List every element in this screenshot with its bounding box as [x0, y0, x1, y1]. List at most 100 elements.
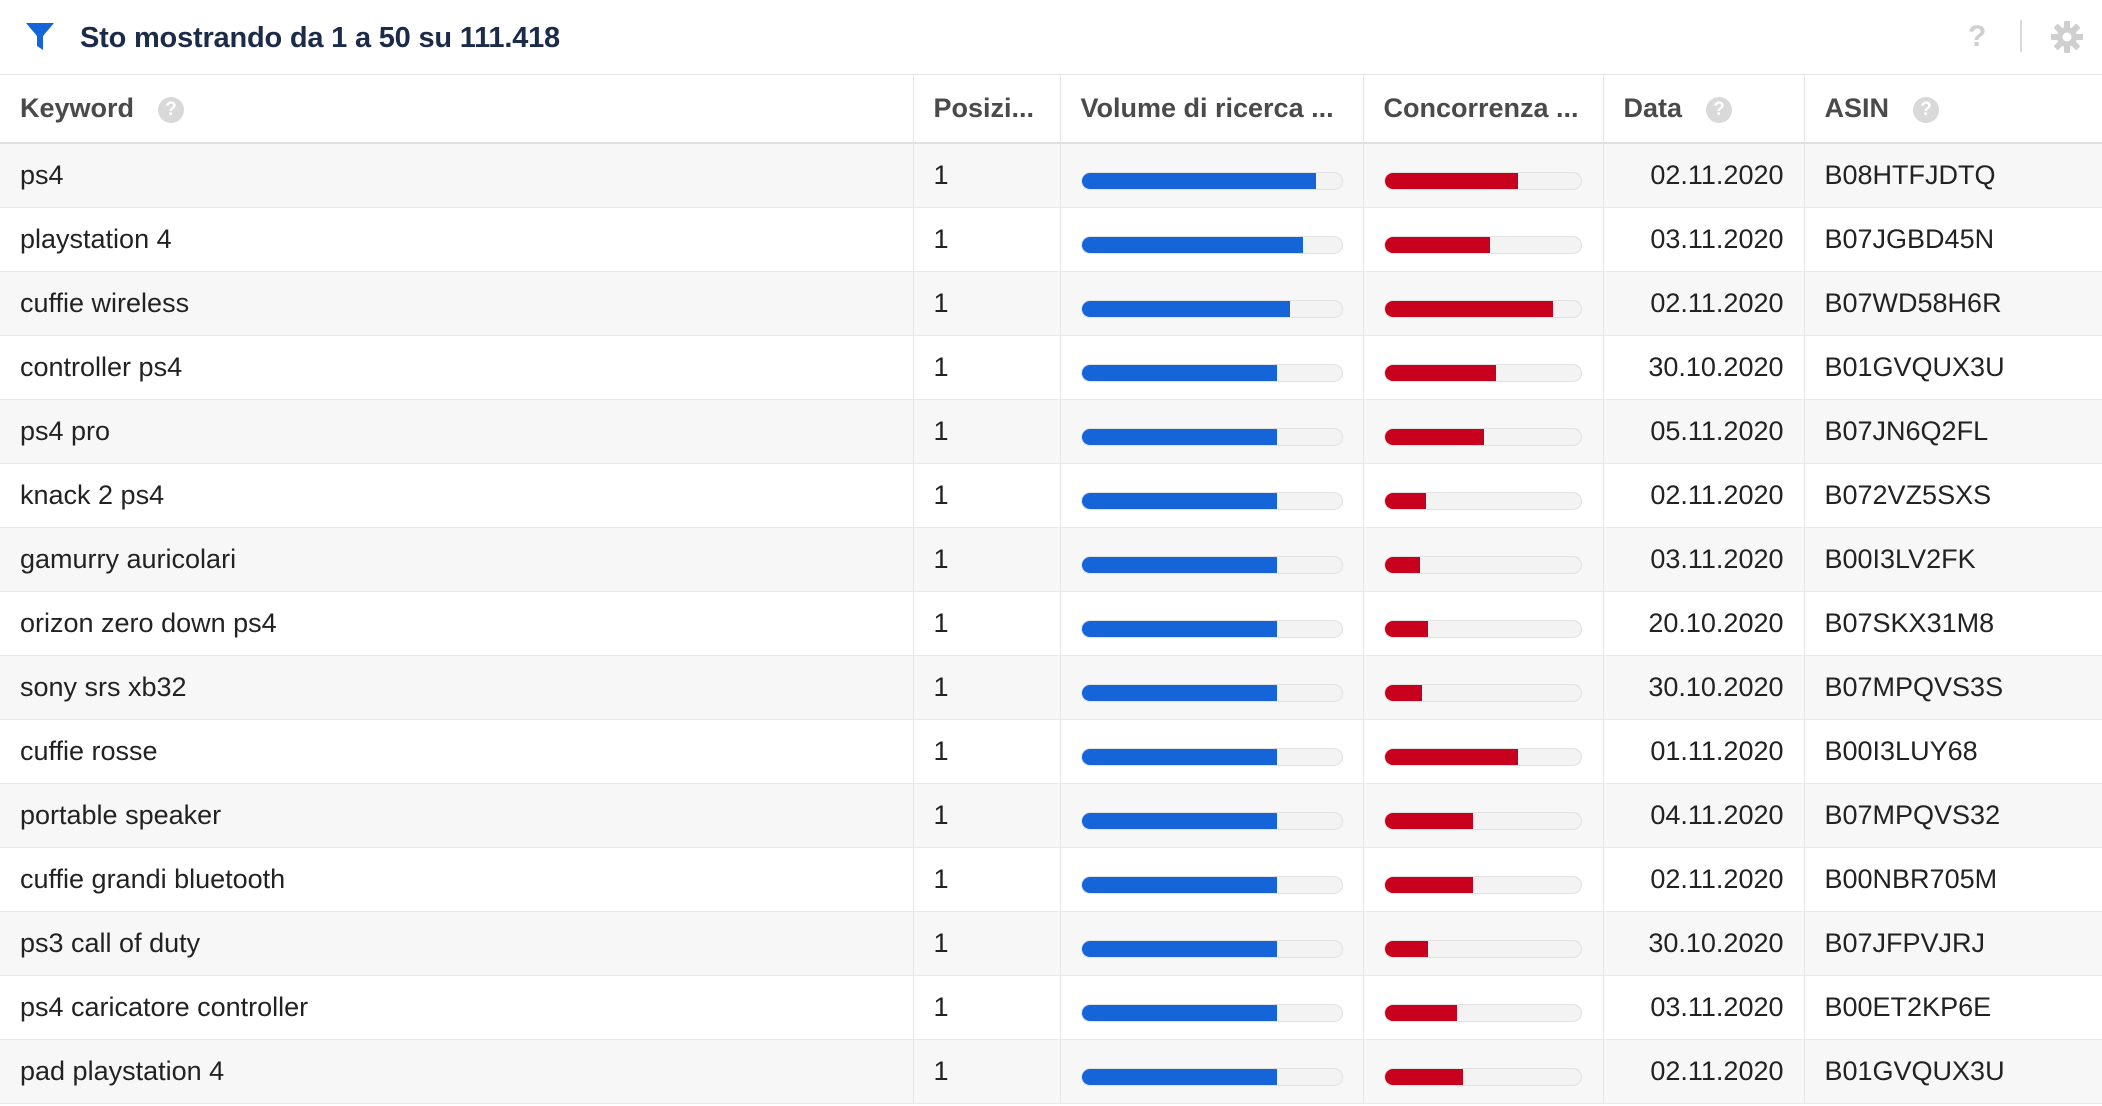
competition-bar: [1383, 427, 1582, 446]
table-row[interactable]: ps3 call of duty 1 30.10.2020 B07JFPVJRJ: [0, 911, 2102, 976]
column-header-keyword[interactable]: Keyword?: [0, 75, 914, 144]
help-icon[interactable]: ?: [1913, 96, 1940, 123]
competition-bar: [1383, 747, 1582, 766]
gear-icon[interactable]: [2050, 20, 2084, 54]
search-volume-bar: [1080, 427, 1343, 446]
asin-cell[interactable]: B07JN6Q2FL: [1804, 399, 2102, 464]
table-row[interactable]: pad playstation 4 1 02.11.2020 B01GVQUX3U: [0, 1039, 2102, 1104]
keyword-cell[interactable]: ps4: [0, 143, 914, 208]
filter-icon[interactable]: [24, 20, 56, 54]
table-row[interactable]: ps4 1 02.11.2020 B08HTFJDTQ: [0, 143, 2102, 208]
competition-bar: [1383, 939, 1582, 958]
table-row[interactable]: sony srs xb32 1 30.10.2020 B07MPQVS3S: [0, 655, 2102, 720]
search-volume-bar: [1080, 811, 1343, 830]
keyword-cell[interactable]: cuffie grandi bluetooth: [0, 847, 914, 912]
competition-cell: [1363, 1039, 1604, 1104]
keyword-cell[interactable]: gamurry auricolari: [0, 527, 914, 592]
asin-cell[interactable]: B072VZ5SXS: [1804, 463, 2102, 528]
table-row[interactable]: orizon zero down ps4 1 20.10.2020 B07SKX31M…: [0, 591, 2102, 656]
asin-cell[interactable]: B07JGBD45N: [1804, 207, 2102, 272]
table-row[interactable]: knack 2 ps4 1 02.11.2020 B072VZ5SXS: [0, 463, 2102, 528]
keyword-cell[interactable]: playstation 4: [0, 207, 914, 272]
table-row[interactable]: cuffie wireless 1 02.11.2020 B07WD58H6R: [0, 271, 2102, 336]
table-row[interactable]: portable speaker 1 04.11.2020 B07MPQVS32: [0, 783, 2102, 848]
table-row[interactable]: gamurry auricolari 1 03.11.2020 B00I3LV2FK: [0, 527, 2102, 592]
search-volume-bar-fill: [1081, 492, 1277, 509]
table-row[interactable]: cuffie rosse 1 01.11.2020 B00I3LUY68: [0, 719, 2102, 784]
help-icon[interactable]: ?: [158, 96, 185, 123]
competition-bar: [1383, 235, 1582, 254]
table-row[interactable]: controller ps4 1 30.10.2020 B01GVQUX3U: [0, 335, 2102, 400]
search-volume-bar: [1080, 299, 1343, 318]
keyword-cell[interactable]: ps4 pro: [0, 399, 914, 464]
column-header-date[interactable]: Data?: [1603, 75, 1805, 144]
competition-cell: [1363, 847, 1604, 912]
competition-bar: [1383, 555, 1582, 574]
table-row[interactable]: cuffie grandi bluetooth 1 02.11.2020 B00NBR…: [0, 847, 2102, 912]
position-cell: 1: [913, 591, 1061, 656]
keyword-cell[interactable]: cuffie rosse: [0, 719, 914, 784]
keyword-cell[interactable]: orizon zero down ps4: [0, 591, 914, 656]
competition-bar: [1383, 875, 1582, 894]
column-header-competition[interactable]: Concorrenza ...: [1363, 75, 1604, 144]
date-cell: 03.11.2020: [1603, 975, 1805, 1040]
asin-cell[interactable]: B00I3LV2FK: [1804, 527, 2102, 592]
keyword-cell[interactable]: cuffie wireless: [0, 271, 914, 336]
asin-cell[interactable]: B07SKX31M8: [1804, 591, 2102, 656]
competition-bar: [1383, 683, 1582, 702]
position-cell: 1: [913, 783, 1061, 848]
keyword-cell[interactable]: controller ps4: [0, 335, 914, 400]
asin-cell[interactable]: B01GVQUX3U: [1804, 335, 2102, 400]
column-header-search-volume[interactable]: Volume di ricerca ...: [1060, 75, 1364, 144]
competition-bar: [1383, 1067, 1582, 1086]
asin-cell[interactable]: B00NBR705M: [1804, 847, 2102, 912]
table-row[interactable]: playstation 4 1 03.11.2020 B07JGBD45N: [0, 207, 2102, 272]
search-volume-cell: [1060, 719, 1364, 784]
competition-bar: [1383, 811, 1582, 830]
keyword-cell[interactable]: sony srs xb32: [0, 655, 914, 720]
competition-cell: [1363, 911, 1604, 976]
table-header-row: Keyword? Posizi... Volume di ricerca ...…: [0, 75, 2102, 144]
column-header-asin[interactable]: ASIN?: [1804, 75, 2102, 144]
competition-bar: [1383, 299, 1582, 318]
date-cell: 02.11.2020: [1603, 463, 1805, 528]
asin-cell[interactable]: B08HTFJDTQ: [1804, 143, 2102, 208]
keyword-cell[interactable]: pad playstation 4: [0, 1039, 914, 1104]
search-volume-bar: [1080, 1003, 1343, 1022]
help-icon[interactable]: ?: [1968, 20, 1987, 53]
search-volume-cell: [1060, 591, 1364, 656]
competition-cell: [1363, 975, 1604, 1040]
keyword-cell[interactable]: portable speaker: [0, 783, 914, 848]
asin-cell[interactable]: B00ET2KP6E: [1804, 975, 2102, 1040]
date-cell: 02.11.2020: [1603, 143, 1805, 208]
search-volume-bar: [1080, 491, 1343, 510]
column-header-position[interactable]: Posizi...: [913, 75, 1061, 144]
competition-cell: [1363, 463, 1604, 528]
search-volume-cell: [1060, 975, 1364, 1040]
search-volume-bar-fill: [1081, 940, 1277, 957]
asin-cell[interactable]: B07MPQVS32: [1804, 783, 2102, 848]
position-cell: 1: [913, 335, 1061, 400]
keyword-cell[interactable]: knack 2 ps4: [0, 463, 914, 528]
asin-cell[interactable]: B07WD58H6R: [1804, 271, 2102, 336]
search-volume-cell: [1060, 911, 1364, 976]
date-cell: 03.11.2020: [1603, 207, 1805, 272]
keyword-cell[interactable]: ps4 caricatore controller: [0, 975, 914, 1040]
help-icon[interactable]: ?: [1706, 96, 1733, 123]
keyword-cell[interactable]: ps3 call of duty: [0, 911, 914, 976]
table-row[interactable]: ps4 pro 1 05.11.2020 B07JN6Q2FL: [0, 399, 2102, 464]
asin-cell[interactable]: B07JFPVJRJ: [1804, 911, 2102, 976]
asin-cell[interactable]: B01GVQUX3U: [1804, 1039, 2102, 1104]
competition-cell: [1363, 591, 1604, 656]
search-volume-bar: [1080, 363, 1343, 382]
table-row[interactable]: ps4 caricatore controller 1 03.11.2020 B00E…: [0, 975, 2102, 1040]
toolbar-divider: [2020, 20, 2022, 52]
competition-cell: [1363, 399, 1604, 464]
date-cell: 30.10.2020: [1603, 335, 1805, 400]
search-volume-bar-fill: [1081, 620, 1277, 637]
search-volume-bar-fill: [1081, 1068, 1277, 1085]
asin-cell[interactable]: B07MPQVS3S: [1804, 655, 2102, 720]
position-cell: 1: [913, 975, 1061, 1040]
asin-cell[interactable]: B00I3LUY68: [1804, 719, 2102, 784]
search-volume-bar: [1080, 875, 1343, 894]
